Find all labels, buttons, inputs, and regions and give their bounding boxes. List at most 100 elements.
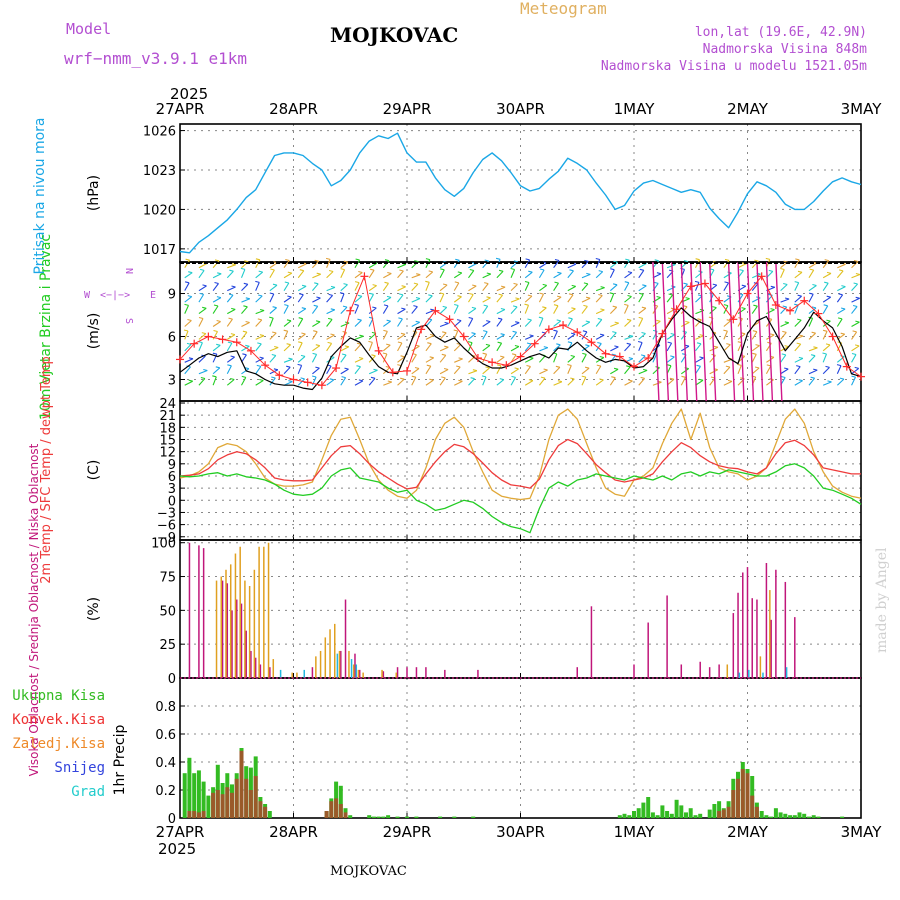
wind-barb	[695, 335, 704, 340]
wind-barb	[624, 366, 631, 375]
wind-barb	[326, 334, 335, 340]
wind-barb-flag	[344, 367, 349, 370]
wind-barb-flag	[184, 303, 189, 306]
wind-barb-flag	[628, 379, 633, 382]
wind-barb	[439, 306, 448, 314]
wind-barb-flag	[458, 357, 463, 360]
wind-barb-flag	[613, 260, 618, 263]
wind-barb	[567, 294, 574, 303]
wind-barb	[297, 308, 307, 315]
wind-barb-flag	[300, 377, 305, 380]
wind-barb-flag	[596, 364, 601, 367]
wind-barb	[198, 318, 204, 327]
wind-barb	[652, 353, 658, 363]
wind-barb-flag	[300, 354, 306, 357]
pressure-axis-unit: (hPa)	[86, 175, 102, 211]
wind-barb-flag	[571, 307, 576, 310]
precip_conv-bar	[745, 773, 750, 818]
wind-barb	[383, 320, 391, 327]
wind-barb-flag	[400, 332, 406, 335]
wind-barb-flag	[755, 344, 760, 347]
wind-barb	[624, 319, 632, 327]
wind-barb-flag	[387, 271, 392, 275]
wind-shaft	[652, 261, 660, 402]
wind-barb-flag	[656, 319, 661, 322]
wind-barb-flag	[613, 367, 619, 370]
y-tick-label: 9	[168, 288, 176, 303]
wind-barb	[808, 262, 817, 269]
wind-barb-flag	[245, 344, 250, 347]
wind-barb-flag	[784, 345, 789, 348]
wind-barb	[836, 270, 844, 279]
y-tick-label: 0	[168, 494, 176, 509]
wind-barb	[468, 370, 478, 375]
wind-barb-flag	[528, 270, 533, 273]
wind-barb	[283, 272, 293, 279]
precip_total-bar	[693, 815, 698, 818]
wind-barb	[467, 318, 474, 327]
wind-barb-flag	[425, 258, 431, 261]
wind-barb	[808, 293, 814, 303]
wind-barb-flag	[838, 293, 843, 296]
wind-barb	[241, 354, 247, 363]
wind-barb	[283, 296, 292, 303]
wind-barb	[184, 366, 191, 375]
wind-barb	[269, 332, 277, 340]
wind-barb	[397, 356, 405, 363]
wind-barb	[851, 283, 859, 292]
wind-barb	[468, 294, 474, 303]
wind-barb	[425, 343, 432, 352]
wind-barb	[539, 262, 548, 269]
wind-barb-flag	[469, 268, 474, 272]
wind-barb	[581, 376, 587, 386]
wind-barb-flag	[724, 258, 730, 261]
temp-axis-unit: (C)	[86, 460, 102, 481]
wind-barb-flag	[654, 281, 659, 284]
wind-barb-flag	[497, 341, 502, 344]
wind-barb	[496, 379, 505, 386]
precip-axis-title: 1hr Precip	[112, 725, 128, 796]
wind-barb-flag	[441, 353, 446, 356]
wind-barb-flag	[297, 363, 302, 366]
wind-barb	[382, 367, 391, 375]
compass-north: N	[123, 268, 134, 274]
wind-barb-flag	[598, 270, 603, 273]
wind-barb	[184, 330, 189, 340]
wind-barb	[411, 376, 417, 386]
wind-barb	[255, 343, 262, 352]
precip_conv-bar	[196, 812, 201, 818]
wind-barb-flag	[684, 344, 690, 347]
y-tick-label: 12	[159, 446, 176, 461]
wind-barb	[340, 354, 347, 363]
precip_total-bar	[792, 815, 797, 818]
wind-barb	[766, 379, 774, 386]
wind-barb	[538, 293, 544, 303]
wind-barb-flag	[852, 304, 858, 308]
wind-barb	[822, 344, 831, 352]
wind-barb-flag	[529, 356, 534, 359]
precip_total-bar	[267, 811, 272, 818]
wind-barb	[340, 377, 347, 386]
wind-barb-flag	[511, 375, 516, 378]
wind-barb	[595, 295, 603, 303]
wind-barb-flag	[400, 355, 405, 358]
wind-barb	[184, 296, 193, 303]
wind-barb-flag	[753, 304, 758, 307]
wind-barb	[524, 357, 534, 363]
wind-barb-flag	[854, 344, 860, 347]
precip_total-bar	[712, 804, 717, 818]
wind-barb	[226, 379, 235, 386]
wind-barb	[666, 334, 675, 340]
wind-barb-flag	[683, 260, 689, 263]
sfc-temp-line	[179, 408, 862, 501]
wind-barb-flag	[273, 368, 279, 371]
panel-frame	[179, 400, 862, 541]
wind-barb-flag	[457, 295, 462, 298]
wind-barb-flag	[796, 365, 801, 368]
wind-shaft	[737, 261, 745, 402]
wind-barb	[808, 307, 817, 315]
wind-barb-flag	[809, 292, 814, 295]
wind-barb	[198, 285, 207, 292]
wind-barb	[283, 344, 291, 352]
precip_total-bar	[632, 811, 636, 818]
